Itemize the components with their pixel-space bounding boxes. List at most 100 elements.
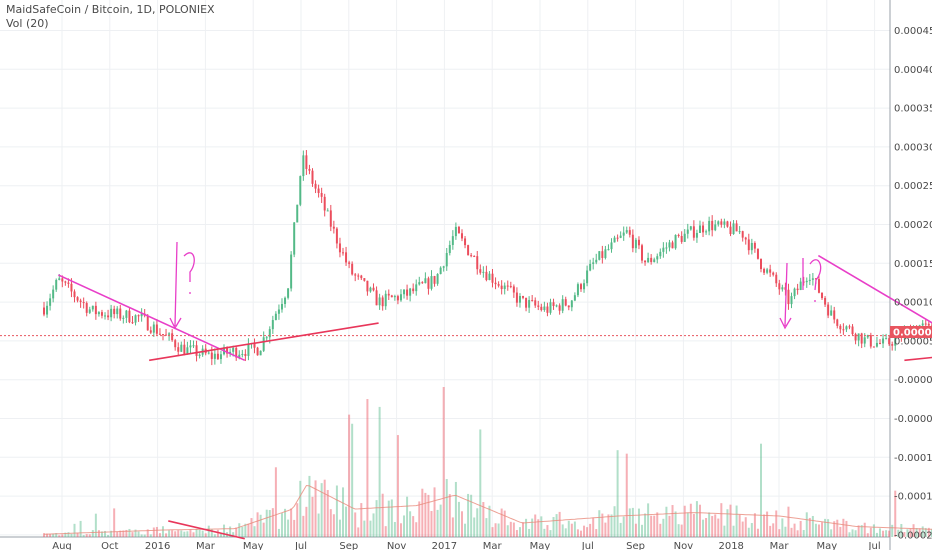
candle-body bbox=[189, 345, 192, 348]
candle-body bbox=[537, 305, 540, 307]
volume-bar bbox=[702, 519, 705, 537]
legend-title[interactable]: MaidSafeCoin / Bitcoin, 1D, POLONIEX bbox=[6, 3, 215, 16]
time-axis[interactable]: Aug Oct 2016 Mar May Jul Sep Nov 2017 Mar May Jul Se… bbox=[52, 541, 880, 550]
volume-bar bbox=[186, 531, 189, 537]
candle-body bbox=[625, 230, 628, 233]
volume-ma-line bbox=[43, 484, 932, 535]
candle-body bbox=[882, 338, 885, 344]
volume-bar bbox=[909, 528, 912, 537]
candle-body bbox=[149, 330, 152, 333]
x-tick-label: Sep bbox=[339, 541, 358, 550]
volume-bar bbox=[723, 525, 726, 537]
candle-body bbox=[592, 262, 595, 264]
candle-body bbox=[729, 226, 732, 235]
volume-bar bbox=[656, 512, 659, 537]
volume-bar bbox=[250, 518, 253, 537]
candle-body bbox=[134, 315, 137, 323]
candle-body bbox=[342, 252, 345, 254]
volume-bar bbox=[299, 480, 302, 537]
volume-bar bbox=[470, 494, 473, 537]
candle-body bbox=[210, 352, 213, 359]
volume-bar bbox=[644, 513, 647, 537]
volume-bar bbox=[717, 518, 720, 537]
candle-body bbox=[778, 283, 781, 290]
candle-body bbox=[485, 271, 488, 281]
candle-body bbox=[549, 302, 552, 313]
candle-body bbox=[753, 242, 756, 249]
candle-body bbox=[433, 276, 436, 284]
candle-body bbox=[695, 232, 698, 238]
candle-body bbox=[570, 300, 573, 308]
candle-body bbox=[595, 259, 598, 263]
volume-bar bbox=[104, 530, 107, 537]
candle-body bbox=[235, 347, 238, 358]
candle-body bbox=[192, 345, 195, 347]
volume-bar bbox=[750, 523, 753, 537]
candle-body bbox=[85, 303, 88, 313]
candle-body bbox=[287, 288, 290, 298]
candle-body bbox=[329, 210, 332, 227]
volume-bar bbox=[805, 512, 808, 537]
volume-bar bbox=[790, 527, 793, 537]
y-tick-label: 0.00020000 bbox=[894, 220, 932, 231]
candle-body bbox=[500, 285, 503, 290]
candle-body bbox=[125, 310, 128, 318]
candle-body bbox=[763, 269, 766, 273]
candle-body bbox=[415, 284, 418, 292]
candle-body bbox=[244, 353, 247, 356]
legend-indicator[interactable]: Vol (20) bbox=[6, 17, 49, 30]
volume-bar bbox=[665, 506, 668, 537]
candle-body bbox=[787, 289, 790, 305]
volume-bar bbox=[637, 508, 640, 537]
price-axis[interactable]: 0.00045000 0.00040000 0.00035000 0.00030000… bbox=[894, 26, 932, 541]
candle-body bbox=[732, 223, 735, 235]
volume-bar bbox=[149, 534, 152, 537]
volume-bar bbox=[778, 529, 781, 537]
price-tag-label: 0.00005686 bbox=[893, 328, 932, 339]
x-tick-label: Jul bbox=[581, 541, 594, 550]
volume-bar bbox=[100, 531, 103, 537]
volume-bar bbox=[708, 512, 711, 537]
candle-body bbox=[412, 288, 415, 292]
volume-bar bbox=[601, 513, 604, 537]
volume-bar bbox=[906, 529, 909, 537]
volume-bar bbox=[671, 505, 674, 537]
volume-bar bbox=[332, 514, 335, 537]
candle-body bbox=[113, 308, 116, 315]
volume-bar bbox=[238, 523, 241, 537]
volume-bar bbox=[253, 526, 256, 537]
volume-bar bbox=[796, 530, 799, 537]
volume-bar bbox=[445, 479, 448, 537]
volume-bar bbox=[720, 503, 723, 537]
volume-bar bbox=[52, 533, 55, 537]
candle-body bbox=[769, 269, 772, 273]
candle-body bbox=[445, 253, 448, 267]
volume-bar bbox=[784, 526, 787, 537]
candle-body bbox=[122, 317, 125, 319]
candle-body bbox=[299, 176, 302, 205]
candle-body bbox=[403, 289, 406, 295]
volume-bar bbox=[241, 526, 244, 537]
volume-bar bbox=[619, 522, 622, 537]
candle-body bbox=[94, 305, 97, 315]
volume-bar bbox=[427, 494, 430, 537]
candle-body bbox=[274, 313, 277, 321]
volume-bar bbox=[769, 525, 772, 537]
candle-body bbox=[360, 275, 363, 279]
candle-body bbox=[482, 271, 485, 273]
candle-body bbox=[784, 287, 787, 290]
candle-body bbox=[628, 230, 631, 235]
candle-body bbox=[265, 337, 268, 339]
x-tick-label: May bbox=[243, 541, 264, 550]
candle-body bbox=[552, 302, 555, 306]
candle-body bbox=[152, 324, 155, 333]
volume-bar bbox=[583, 525, 586, 537]
volume-bar bbox=[622, 516, 625, 537]
candle-body bbox=[805, 280, 808, 283]
candle-body bbox=[659, 251, 662, 257]
candle-body bbox=[165, 334, 168, 336]
volume-bar bbox=[192, 532, 195, 537]
x-tick-label: 2017 bbox=[432, 541, 457, 550]
x-tick-label: May bbox=[530, 541, 551, 550]
